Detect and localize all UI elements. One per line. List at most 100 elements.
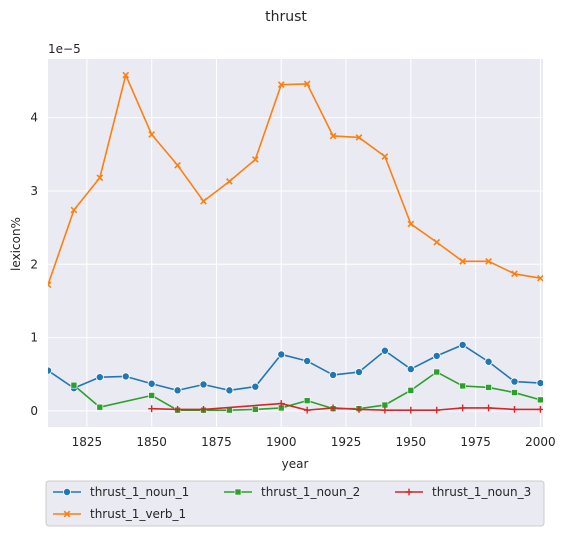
data-point — [407, 387, 415, 394]
data-point — [329, 370, 338, 379]
x-tick-label: 1925 — [331, 435, 362, 449]
legend-marker — [63, 487, 72, 496]
x-axis-label: year — [282, 457, 309, 471]
legend-label: thrust_1_noun_3 — [432, 485, 531, 499]
data-point — [303, 357, 312, 366]
data-point — [277, 350, 286, 359]
data-point — [432, 351, 441, 360]
x-tick-label: 1900 — [266, 435, 297, 449]
legend-label: thrust_1_verb_1 — [90, 507, 186, 521]
data-point — [226, 178, 233, 185]
data-point — [251, 382, 260, 391]
data-point — [95, 373, 104, 382]
data-point — [303, 406, 311, 414]
data-point — [96, 174, 104, 182]
data-point — [433, 406, 441, 414]
data-point — [380, 346, 389, 355]
data-point — [536, 379, 543, 388]
series-thrust_1_noun_3 — [148, 400, 543, 414]
data-point — [173, 386, 182, 395]
legend-marker — [234, 488, 242, 496]
data-point — [96, 403, 104, 411]
data-point — [354, 368, 363, 377]
y-tick-label: 3 — [30, 184, 38, 198]
data-point — [147, 379, 156, 388]
data-point — [485, 384, 492, 391]
x-tick-label: 1850 — [136, 435, 167, 449]
data-point — [459, 257, 467, 265]
data-point — [537, 396, 543, 404]
data-point — [433, 238, 441, 246]
data-point — [200, 406, 207, 413]
data-point — [485, 404, 492, 412]
data-point — [303, 80, 311, 88]
series-line — [73, 371, 541, 411]
grid — [48, 59, 543, 427]
y-tick-label: 1 — [30, 331, 38, 345]
data-point — [537, 406, 543, 413]
data-point — [406, 365, 415, 374]
data-point — [148, 131, 156, 138]
data-point — [458, 340, 467, 349]
data-point — [252, 406, 259, 413]
data-point — [122, 71, 130, 79]
data-point — [70, 206, 78, 214]
data-point — [407, 220, 415, 228]
data-point — [199, 380, 208, 389]
data-point — [174, 406, 181, 413]
data-point — [329, 404, 337, 412]
data-point — [148, 405, 156, 413]
y-axis-label: lexicon% — [9, 217, 23, 271]
tick-labels: 1825 1850 1875 1900 1925 1950 1975 2000 0 1 2 3 4 — [30, 111, 555, 449]
data-point — [355, 134, 363, 141]
data-point — [251, 156, 259, 163]
legend: thrust_1_noun_1 thrust_1_verb_1 thrust_1_n… — [45, 480, 545, 527]
data-point — [355, 406, 363, 413]
data-point — [277, 400, 285, 407]
series-thrust_1_verb_1 — [48, 71, 543, 289]
data-point — [303, 397, 311, 404]
legend-label: thrust_1_noun_2 — [261, 485, 360, 499]
data-point — [329, 132, 337, 140]
legend-item: thrust_1_noun_3 — [395, 485, 531, 499]
data-point — [485, 257, 492, 265]
y-scale-label: 1e−5 — [48, 42, 81, 56]
x-tick-label: 1975 — [460, 435, 491, 449]
legend-item: thrust_1_noun_1 — [53, 485, 189, 499]
series-group — [48, 71, 543, 414]
data-point — [381, 406, 389, 414]
data-point — [511, 270, 518, 278]
x-tick-label: 2000 — [525, 435, 556, 449]
data-point — [381, 153, 389, 160]
chart-title: thrust — [265, 9, 307, 25]
data-point — [277, 81, 285, 89]
data-point — [484, 357, 493, 366]
legend-label: thrust_1_noun_1 — [90, 485, 189, 499]
series-thrust_1_noun_1 — [48, 340, 543, 395]
y-tick-label: 2 — [30, 257, 38, 271]
data-point — [459, 404, 467, 412]
plot-area — [48, 59, 543, 427]
data-point — [511, 406, 518, 413]
data-point — [225, 386, 234, 395]
series-line — [48, 344, 541, 392]
data-point — [200, 197, 207, 205]
data-point — [48, 281, 52, 289]
data-point — [459, 382, 466, 390]
series-line — [48, 74, 541, 286]
legend-marker — [63, 510, 71, 518]
legend-item: thrust_1_noun_2 — [224, 485, 360, 499]
legend-marker — [405, 488, 413, 496]
y-tick-label: 4 — [30, 111, 38, 125]
data-point — [511, 389, 518, 396]
x-tick-label: 1875 — [201, 435, 232, 449]
data-point — [174, 161, 181, 169]
y-tick-label: 0 — [30, 404, 38, 418]
series-line — [151, 402, 541, 411]
data-point — [537, 274, 543, 282]
data-point — [121, 372, 130, 381]
data-point — [148, 392, 155, 399]
data-point — [433, 368, 441, 376]
data-point — [70, 381, 78, 389]
